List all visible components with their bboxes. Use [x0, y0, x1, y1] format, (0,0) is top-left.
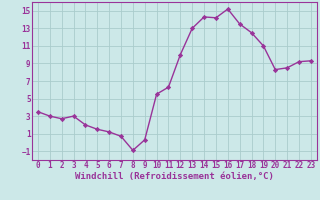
- X-axis label: Windchill (Refroidissement éolien,°C): Windchill (Refroidissement éolien,°C): [75, 172, 274, 181]
